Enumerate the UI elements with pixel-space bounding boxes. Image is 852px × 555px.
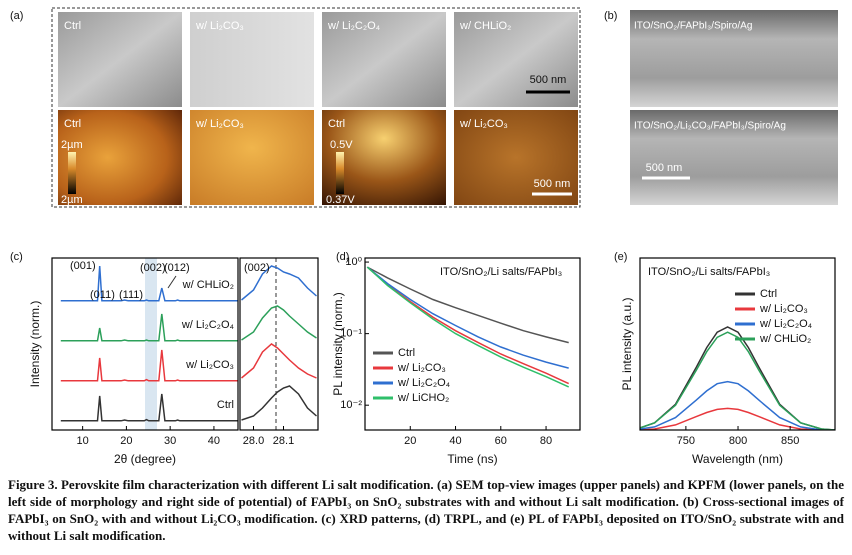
data-line xyxy=(640,380,835,430)
annotation: (001) xyxy=(70,260,96,272)
x-axis-label: 2θ (degree) xyxy=(114,452,176,466)
x-tick-label: 750 xyxy=(677,435,695,447)
x-tick-label: 80 xyxy=(540,435,552,447)
x-tick-label: 20 xyxy=(120,435,132,447)
annotation: (011) xyxy=(90,289,115,301)
x-tick-label: 10 xyxy=(77,435,89,447)
x-tick-label: 60 xyxy=(495,435,507,447)
image-label: ITO/SnO₂/Li₂CO₃/FAPbI₃/Spiro/Ag xyxy=(634,121,786,132)
kpfm-image xyxy=(190,110,314,205)
sem-image xyxy=(322,12,446,107)
panel-label: (d) xyxy=(336,251,349,263)
colorbar xyxy=(336,152,344,194)
y-axis-label: Intensity (norm.) xyxy=(28,301,42,388)
data-line xyxy=(640,407,835,430)
x-tick-label: 40 xyxy=(208,435,220,447)
series-label: Ctrl xyxy=(217,399,234,411)
annotation: ITO/SnO₂/Li salts/FAPbI₃ xyxy=(648,266,770,278)
data-line xyxy=(241,305,317,341)
data-line xyxy=(60,265,238,302)
y-axis-label: PL intensity (a.u.) xyxy=(620,298,634,391)
highlight-band xyxy=(145,258,157,430)
data-line xyxy=(60,313,238,342)
y-axis-label: PL intensity (norm.) xyxy=(331,292,345,396)
data-line xyxy=(60,393,238,422)
scale-label: 500 nm xyxy=(534,178,571,190)
data-line xyxy=(366,266,569,369)
sem-image xyxy=(190,12,314,107)
y-tick-label: 10⁻² xyxy=(340,399,362,411)
image-label: w/ Li₂CO₃ xyxy=(195,20,244,32)
plot-frame xyxy=(239,257,319,431)
plot-frame xyxy=(51,257,239,431)
legend-label: w/ Li₂C₂O₄ xyxy=(759,318,813,330)
colorbar-label: 2µm xyxy=(61,139,83,151)
data-line xyxy=(60,349,238,382)
scale-label: 500 nm xyxy=(530,74,567,86)
kpfm-image xyxy=(58,110,182,205)
panel-frame xyxy=(51,7,581,208)
kpfm-image xyxy=(454,110,578,205)
image-label: w/ Li₂C₂O₄ xyxy=(327,20,381,32)
panel-label: (e) xyxy=(614,251,627,263)
x-axis-label: Time (ns) xyxy=(447,452,497,466)
image-label: w/ Li₂CO₃ xyxy=(195,118,244,130)
image-label: w/ Li₂CO₃ xyxy=(459,118,508,130)
annotation: (002) xyxy=(244,262,270,274)
y-tick-label: 10⁰ xyxy=(345,256,362,268)
legend-label: Ctrl xyxy=(398,347,415,359)
annotation: ITO/SnO₂/Li salts/FAPbI₃ xyxy=(440,266,562,278)
cross-section-image xyxy=(630,110,838,205)
panel-label: (b) xyxy=(604,10,617,22)
colorbar-label: 2µm xyxy=(61,194,83,206)
image-label: Ctrl xyxy=(328,118,345,130)
legend-label: w/ Li₂CO₃ xyxy=(759,303,808,315)
plot-frame xyxy=(364,257,581,431)
annotation: (111) xyxy=(119,289,143,301)
data-line xyxy=(241,343,317,379)
annotation: (012) xyxy=(164,262,190,274)
x-axis-label: Wavelength (nm) xyxy=(692,452,783,466)
series-label: w/ Li₂CO₃ xyxy=(185,359,234,371)
figure: (a) (b) (c) (d) (e) Ctrl w/ Li₂CO₃ w/ Li… xyxy=(10,7,838,466)
image-label: Ctrl xyxy=(64,118,81,130)
legend-label: w/ LiCHO₂ xyxy=(397,392,449,404)
scale-label: 500 nm xyxy=(646,162,683,174)
series-label: w/ Li₂C₂O₄ xyxy=(181,319,235,331)
data-line xyxy=(366,266,570,388)
colorbar xyxy=(68,152,76,194)
legend-label: Ctrl xyxy=(760,288,777,300)
x-tick-label: 28.0 xyxy=(243,435,264,447)
caption: Figure 3. Perovskite film characterizati… xyxy=(8,477,844,543)
panel-label: (a) xyxy=(10,10,23,22)
x-tick-label: 28.1 xyxy=(273,435,294,447)
series-label: w/ CHLiO₂ xyxy=(182,279,234,291)
cross-section-image xyxy=(630,10,838,107)
x-tick-label: 30 xyxy=(164,435,176,447)
x-tick-label: 40 xyxy=(449,435,461,447)
x-tick-label: 20 xyxy=(404,435,416,447)
sem-image xyxy=(58,12,182,107)
x-tick-label: 850 xyxy=(781,435,799,447)
legend-label: w/ CHLiO₂ xyxy=(759,333,811,345)
data-line xyxy=(241,385,317,421)
image-label: ITO/SnO₂/FAPbI₃/Spiro/Ag xyxy=(634,21,752,32)
panel-label: (c) xyxy=(10,251,23,263)
y-tick-label: 10⁻¹ xyxy=(340,328,362,340)
colorbar-label: 0.37V xyxy=(326,194,355,206)
annotation: (002) xyxy=(140,262,166,274)
legend-label: w/ Li₂C₂O₄ xyxy=(397,377,451,389)
arrow xyxy=(167,275,177,289)
plot-frame xyxy=(639,257,836,431)
x-tick-label: 800 xyxy=(729,435,747,447)
data-line xyxy=(640,331,835,430)
legend-label: w/ Li₂CO₃ xyxy=(397,362,446,374)
image-label: Ctrl xyxy=(64,20,81,32)
image-label: w/ CHLiO₂ xyxy=(459,20,511,32)
data-line xyxy=(241,265,317,301)
colorbar-label: 0.5V xyxy=(330,139,353,151)
data-line xyxy=(366,266,569,344)
